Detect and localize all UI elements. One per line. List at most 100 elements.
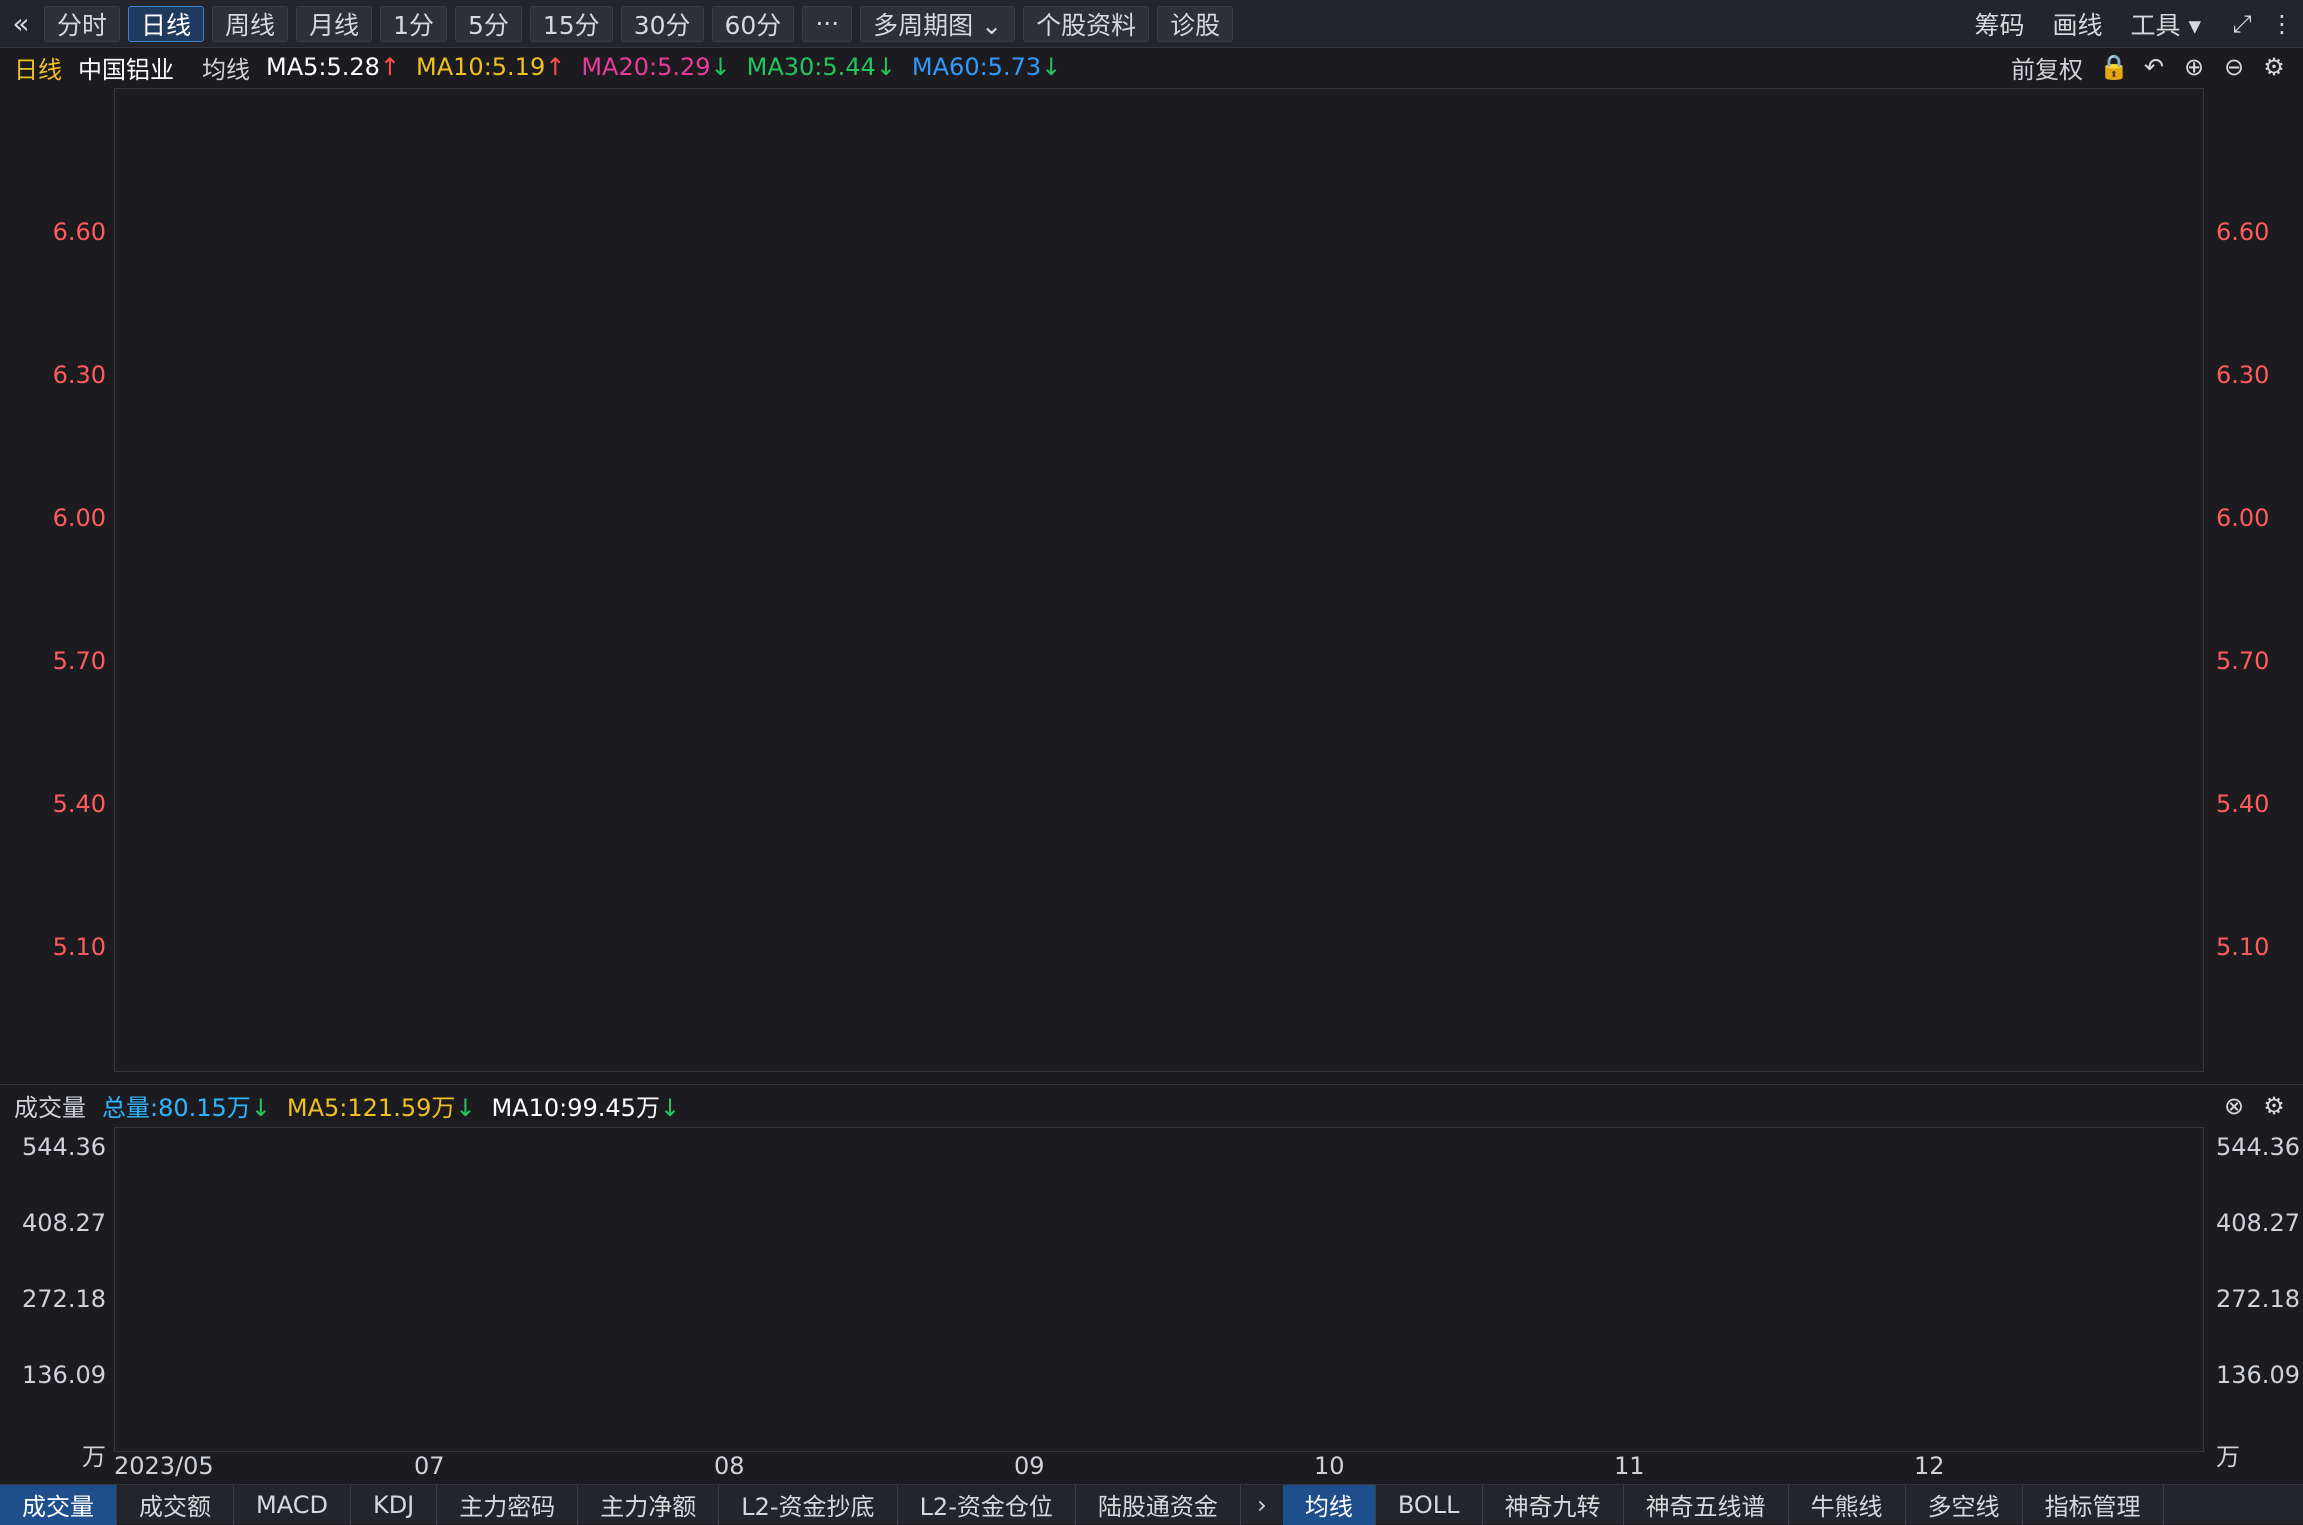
tick-label: 272.18 [22,1285,106,1313]
date-tick: 07 [414,1452,445,1480]
date-axis: 2023/05 07 08 09 10 11 12 [114,1452,2204,1482]
indicator-tab-4[interactable]: 牛熊线 [1789,1484,1906,1525]
tick-label: 5.40 [52,790,106,818]
indicator-tabs: 成交量 成交额 MACD KDJ 主力密码 主力净额 L2-资金抄底 L2-资金仓位 陆股通资金… [0,1484,2303,1525]
ma-value-2: MA20:5.29↓ [581,53,731,81]
close-icon[interactable]: ⊗ [2223,1091,2245,1120]
tab-2[interactable]: 周线 [212,5,289,42]
tick-label: 6.00 [52,504,106,532]
settings-icon[interactable]: ⚙ [2263,53,2285,81]
indicator-tab-1[interactable]: BOLL [1376,1484,1483,1525]
ma-value-4: MA60:5.73↓ [911,53,1062,81]
tick-label: 6.60 [2216,218,2270,246]
ma-values: MA5:5.28↑ MA10:5.19↑ MA20:5.29↓ MA30:5.44↓ M… [266,53,1077,81]
volume-panel[interactable] [114,1127,2204,1452]
indicator-tab-1[interactable]: 成交额 [117,1484,234,1525]
ma-value-3: MA30:5.44↓ [746,53,896,81]
settings-icon[interactable]: ⚙ [2263,1091,2285,1120]
date-tick: 12 [1914,1452,1945,1480]
tab-10[interactable]: 多周期图 ⌄ [860,5,1016,42]
date-tick: 11 [1614,1452,1645,1480]
indicator-tab-0[interactable]: 成交量 [0,1484,117,1525]
indicator-tab-2[interactable]: 神奇九转 [1483,1484,1624,1525]
tick-label: 5.10 [52,933,106,961]
overlay-mode[interactable]: 均线 [202,55,250,84]
tick-label: 408.27 [2216,1209,2300,1237]
zoom-in-icon[interactable]: ⊕ [2183,53,2205,81]
tab-1[interactable]: 日线 [128,5,205,42]
stock-name: 中国铝业 [78,55,174,84]
lock-icon[interactable]: 🔒 [2099,53,2129,81]
tick-label: 6.30 [52,361,106,389]
volume-header: 成交量 总量:80.15万↓ MA5:121.59万↓ MA10:99.45万↓… [0,1084,2303,1126]
ma-value-0: MA5:5.28↑ [266,53,401,81]
tick-label: 544.36 [22,1133,106,1161]
overlay-indicator-tabs: 均线 BOLL 神奇九转 神奇五线谱 牛熊线 多空线 指标管理 [1282,1484,2164,1525]
tick-label: 5.40 [2216,790,2270,818]
ma-value-1: MA10:5.19↑ [416,53,566,81]
sub-indicator-tabs: 成交量 成交额 MACD KDJ 主力密码 主力净额 L2-资金抄底 L2-资金仓位 陆股通资金 [0,1484,1241,1525]
tick-label: 272.18 [2216,1285,2300,1313]
tick-label: 6.60 [52,218,106,246]
volume-title: 成交量 [14,1094,86,1122]
price-panel[interactable] [114,88,2204,1072]
indicator-tab-4[interactable]: 主力密码 [437,1484,579,1525]
fullscreen-icon[interactable]: ⤢ [2232,9,2252,38]
volume-total: 总量:80.15万↓ [102,1094,271,1122]
volume-ma10: MA10:99.45万↓ [491,1094,681,1122]
collapse-left-icon[interactable]: « [12,7,30,40]
volume-ma5: MA5:121.59万↓ [286,1094,476,1122]
tab-11[interactable]: 个股资料 [1023,5,1150,42]
tick-label: 6.30 [2216,361,2270,389]
indicator-tab-5[interactable]: 多空线 [1906,1484,2023,1525]
toolbar-link-1[interactable]: 画线 [2052,10,2103,40]
tab-3[interactable]: 月线 [296,5,373,42]
tick-label: 136.09 [2216,1361,2300,1389]
top-right-links: 筹码 画线 工具 ▾ [1946,6,2201,42]
date-tick: 08 [714,1452,745,1480]
tick-label: 408.27 [22,1209,106,1237]
indicator-tab-6[interactable]: 指标管理 [2023,1484,2164,1525]
tick-label: 5.70 [2216,647,2270,675]
period-tabs: « 分时 日线 周线 月线 1分 5分 15分 30分 60分 ··· 多周期图 ⌄ 个股资料 诊股 [6,5,1241,42]
tab-12[interactable]: 诊股 [1157,5,1234,42]
tick-label: 万 [2216,1443,2240,1471]
indicator-tab-8[interactable]: 陆股通资金 [1076,1484,1241,1525]
tab-9[interactable]: ··· [802,5,853,42]
price-axis-left: 6.60 6.30 6.00 5.70 5.40 5.10 [0,88,112,1072]
date-tick: 10 [1314,1452,1345,1480]
top-toolbar: « 分时 日线 周线 月线 1分 5分 15分 30分 60分 ··· 多周期图 ⌄ 个股资料 诊股 筹… [0,0,2303,48]
date-tick: 2023/05 [114,1452,214,1480]
indicator-tab-2[interactable]: MACD [234,1484,351,1525]
tick-label: 万 [82,1443,106,1471]
indicator-tab-0[interactable]: 均线 [1282,1484,1376,1525]
more-menu-icon[interactable]: ⋮ [2270,9,2294,38]
tick-label: 6.00 [2216,504,2270,532]
tick-label: 5.70 [52,647,106,675]
tab-7[interactable]: 30分 [620,5,704,42]
period-label: 日线 [14,55,62,84]
zoom-out-icon[interactable]: ⊖ [2223,53,2245,81]
tick-label: 136.09 [22,1361,106,1389]
price-axis-right: 6.60 6.30 6.00 5.70 5.40 5.10 [2208,88,2303,1072]
adjust-mode[interactable]: 前复权 [2011,55,2083,84]
indicator-tab-5[interactable]: 主力净额 [578,1484,720,1525]
tab-6[interactable]: 15分 [529,5,613,42]
tab-8[interactable]: 60分 [711,5,795,42]
toolbar-link-0[interactable]: 筹码 [1974,10,2025,40]
toolbar-link-2[interactable]: 工具 ▾ [2130,10,2202,40]
tab-4[interactable]: 1分 [380,5,447,42]
indicator-tab-7[interactable]: L2-资金仓位 [898,1484,1076,1525]
date-tick: 09 [1014,1452,1045,1480]
tab-5[interactable]: 5分 [454,5,522,42]
volume-axis-left: 544.36 408.27 272.18 136.09 万 [0,1127,112,1471]
indicator-tab-3[interactable]: KDJ [351,1484,438,1525]
volume-axis-right: 544.36 408.27 272.18 136.09 万 [2208,1127,2303,1471]
undo-icon[interactable]: ↶ [2143,53,2165,81]
chevron-right-icon[interactable]: › [1257,1490,1267,1519]
tick-label: 544.36 [2216,1133,2300,1161]
tab-0[interactable]: 分时 [44,5,121,42]
indicator-tab-3[interactable]: 神奇五线谱 [1624,1484,1789,1525]
indicator-tab-6[interactable]: L2-资金抄底 [719,1484,898,1525]
tick-label: 5.10 [2216,933,2270,961]
